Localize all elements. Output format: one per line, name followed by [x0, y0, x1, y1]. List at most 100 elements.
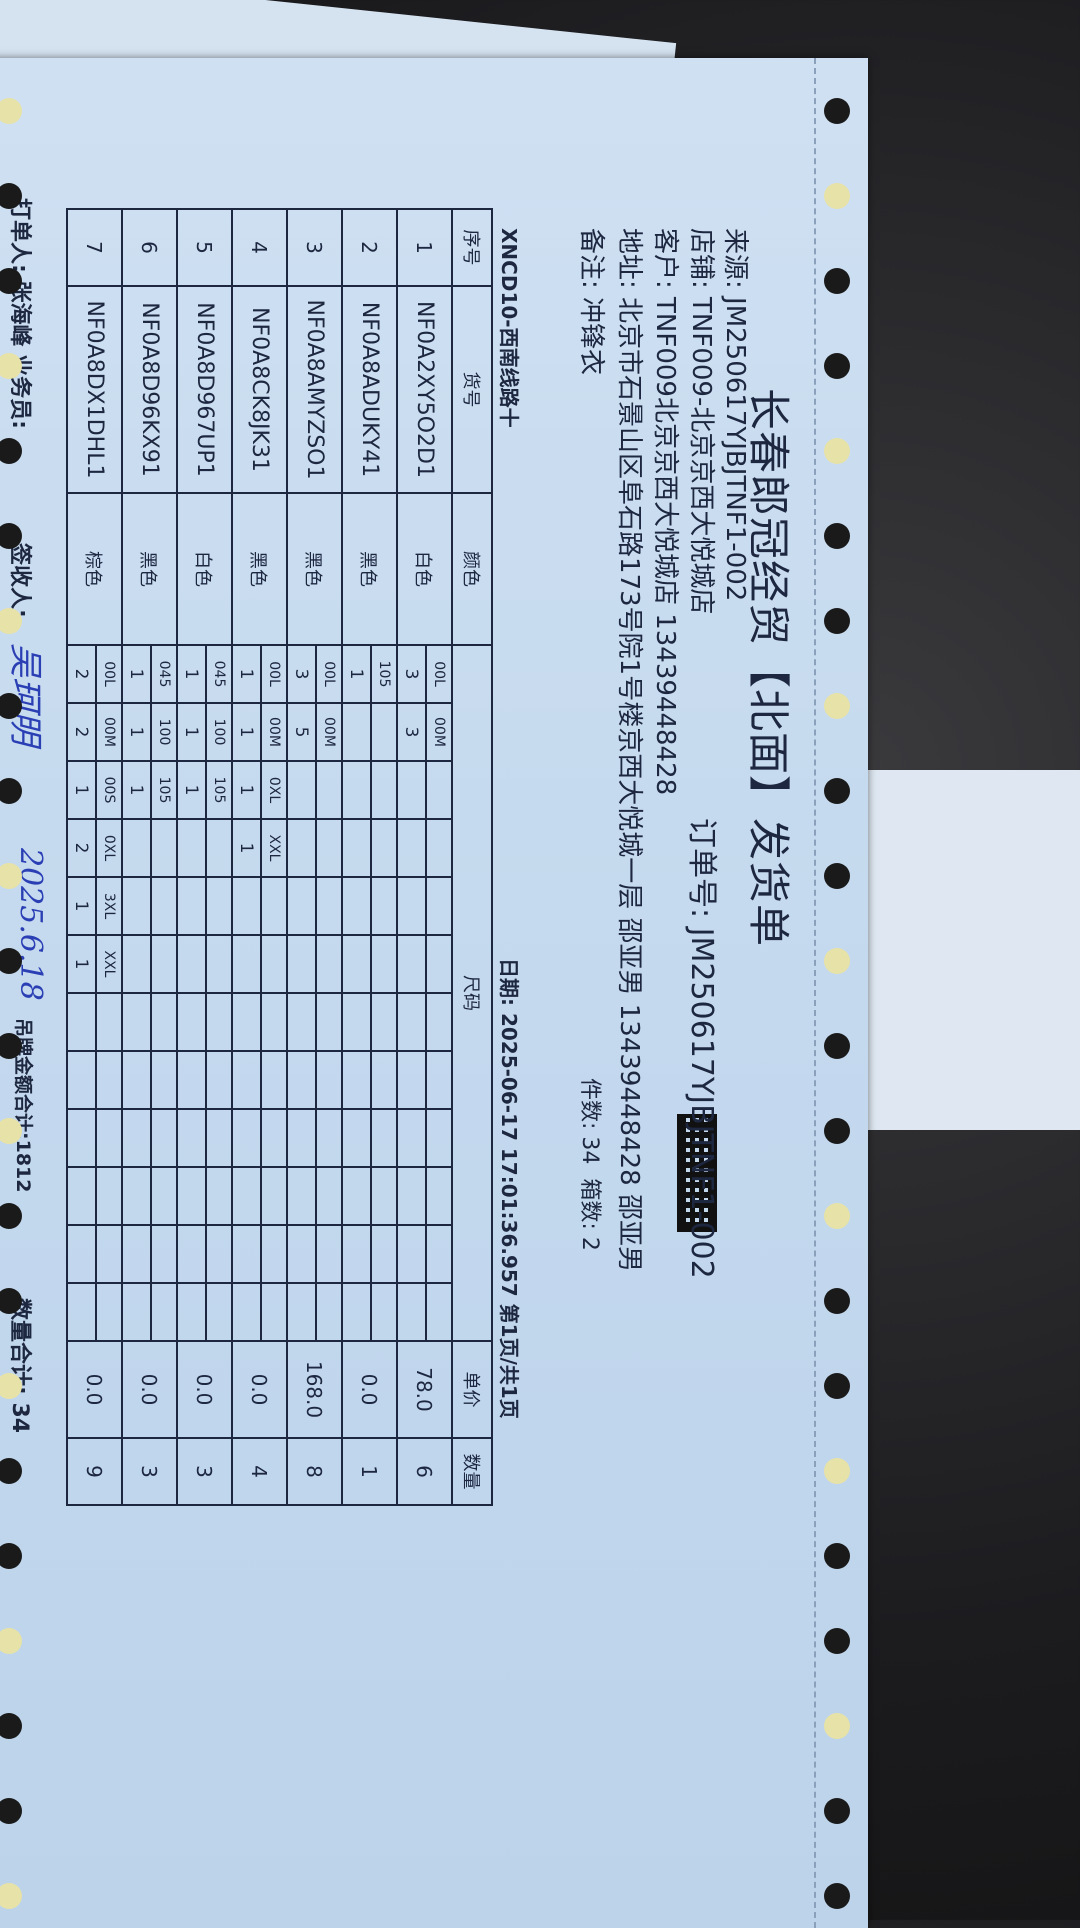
shipping-receipt: 长春郎冠经贸【北面】发货单 来源: JM250617YJBJTNF1-002 店…: [0, 58, 868, 1928]
size-label: 00L: [426, 645, 452, 703]
sku-cell: NF0A8AMYZSO1: [287, 286, 342, 493]
empty-size-cell: [371, 1225, 397, 1283]
price-cell: 78.0: [397, 1341, 452, 1438]
empty-size-cell: [316, 761, 342, 819]
empty-size-cell: [261, 1051, 287, 1109]
price-cell: 0.0: [122, 1341, 177, 1438]
size-quantity: 1: [122, 645, 151, 703]
perforation-hole: [824, 1118, 850, 1144]
size-quantity: 1: [122, 703, 151, 761]
empty-size-cell: [342, 1225, 371, 1283]
quantity-cell: 8: [287, 1438, 342, 1505]
perforation-hole: [824, 1883, 850, 1909]
row-number: 7: [67, 209, 122, 286]
empty-size-cell: [371, 935, 397, 993]
size-quantity: 2: [67, 703, 96, 761]
empty-size-cell: [397, 1225, 426, 1283]
price-cell: 0.0: [67, 1341, 122, 1438]
source-label: 来源:: [720, 228, 750, 289]
empty-size-cell: [287, 1283, 316, 1341]
size-quantity: 1: [232, 645, 261, 703]
empty-size-cell: [177, 1283, 206, 1341]
perforation-hole: [0, 1798, 22, 1824]
empty-size-cell: [287, 1225, 316, 1283]
empty-size-cell: [371, 1051, 397, 1109]
size-label: 105: [206, 761, 232, 819]
size-label: 105: [151, 761, 177, 819]
empty-size-cell: [261, 1225, 287, 1283]
empty-size-cell: [232, 935, 261, 993]
date-label: 日期:: [497, 958, 521, 1006]
size-label: 105: [371, 645, 397, 703]
color-cell: 白色: [177, 493, 232, 645]
size-label: 00L: [316, 645, 342, 703]
page-indicator: 第1页/共1页: [497, 1303, 521, 1419]
perforation-hole: [824, 948, 850, 974]
empty-size-cell: [426, 993, 452, 1051]
empty-size-cell: [96, 1167, 122, 1225]
date-line: 日期: 2025-06-17 17:01:36.957 第1页/共1页: [496, 958, 525, 1419]
empty-size-cell: [426, 935, 452, 993]
size-quantity: 1: [177, 645, 206, 703]
order-number-value: JM250617YJBJTNF1-002: [684, 927, 719, 1279]
size-quantity: 1: [177, 761, 206, 819]
empty-size-cell: [261, 935, 287, 993]
size-quantity: 1: [232, 819, 261, 877]
row-number: 6: [122, 209, 177, 286]
empty-size-cell: [206, 1051, 232, 1109]
size-label: 00M: [426, 703, 452, 761]
empty-size-cell: [316, 1225, 342, 1283]
empty-size-cell: [206, 877, 232, 935]
empty-size-cell: [342, 1109, 371, 1167]
perforation-hole: [0, 1458, 22, 1484]
size-quantity: 1: [232, 703, 261, 761]
perforation-hole: [824, 693, 850, 719]
quantity-cell: 3: [177, 1438, 232, 1505]
perforation-hole: [824, 1458, 850, 1484]
empty-size-cell: [151, 1283, 177, 1341]
perforation-hole: [824, 1373, 850, 1399]
row-number: 5: [177, 209, 232, 286]
document-title: 长春郎冠经贸【北面】发货单: [744, 388, 793, 948]
perforation-hole: [824, 523, 850, 549]
empty-size-cell: [342, 1167, 371, 1225]
background-paper: [835, 770, 1080, 1130]
customer-label: 客户:: [650, 228, 680, 289]
size-quantity: 1: [67, 935, 96, 993]
quantity-cell: 1: [342, 1438, 397, 1505]
empty-size-cell: [206, 1283, 232, 1341]
empty-size-cell: [206, 935, 232, 993]
perforation-hole: [824, 1288, 850, 1314]
empty-size-cell: [261, 1109, 287, 1167]
empty-size-cell: [151, 993, 177, 1051]
empty-size-cell: [151, 877, 177, 935]
row-number: 3: [287, 209, 342, 286]
empty-size-cell: [287, 761, 316, 819]
address-label: 地址:: [614, 228, 644, 289]
perforation-hole: [0, 608, 22, 634]
size-label: 00L: [96, 645, 122, 703]
quantity-cell: 6: [397, 1438, 452, 1505]
empty-size-cell: [342, 1051, 371, 1109]
pieces-label: 件数:: [577, 1078, 602, 1130]
color-cell: 黑色: [122, 493, 177, 645]
perforation-hole: [0, 98, 22, 124]
row-number: 2: [342, 209, 397, 286]
empty-size-cell: [261, 1283, 287, 1341]
size-label: XXL: [96, 935, 122, 993]
perforation-hole: [824, 98, 850, 124]
empty-size-cell: [287, 1051, 316, 1109]
customer-value: TNF009北京京西大悦城店 13439448428: [650, 297, 680, 796]
empty-size-cell: [371, 993, 397, 1051]
table-row: 3 NF0A8AMYZSO1 黑色 00L 00M 168.0 8: [287, 209, 342, 1505]
empty-size-cell: [177, 877, 206, 935]
empty-size-cell: [206, 993, 232, 1051]
empty-size-cell: [177, 1051, 206, 1109]
perforation-hole: [824, 1543, 850, 1569]
empty-size-cell: [67, 1051, 96, 1109]
size-label: 3XL: [96, 877, 122, 935]
header-sku: 货号: [452, 286, 492, 493]
size-quantity: 1: [177, 703, 206, 761]
header-qty: 数量: [452, 1438, 492, 1505]
empty-size-cell: [67, 1167, 96, 1225]
